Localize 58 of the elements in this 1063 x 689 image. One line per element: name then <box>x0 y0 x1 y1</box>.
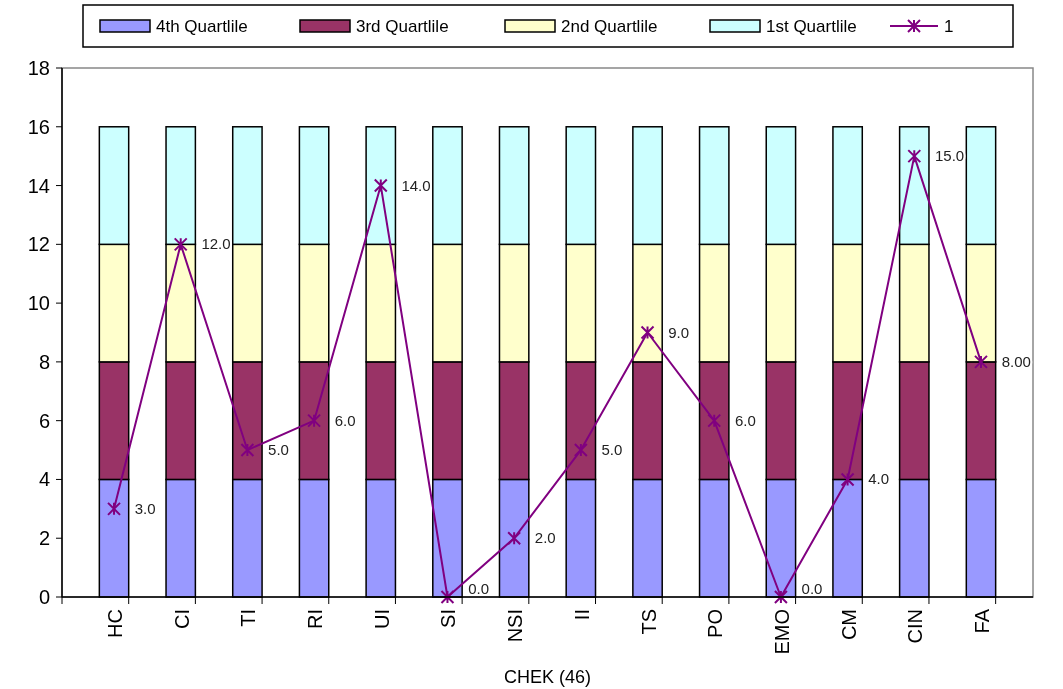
x-tick-label: SI <box>437 609 460 628</box>
data-label: 5.0 <box>268 441 289 459</box>
y-tick-label: 10 <box>27 292 50 315</box>
x-axis-title: CHEK (46) <box>503 667 592 687</box>
y-tick-label: 14 <box>27 174 50 197</box>
data-label: 14.0 <box>401 176 431 194</box>
x-tick-label: CIN <box>904 609 927 644</box>
data-label: 0.0 <box>468 580 489 597</box>
point <box>907 149 922 164</box>
y-tick-label: 8 <box>38 350 50 373</box>
point <box>507 531 522 546</box>
point <box>973 354 988 369</box>
y-tick-label: 4 <box>38 468 50 491</box>
legend-label: 1 <box>944 17 954 36</box>
y-tick-label: 0 <box>38 586 50 608</box>
data-label: 6.0 <box>734 411 756 429</box>
y-tick-label: 18 <box>27 57 50 79</box>
point <box>640 325 655 340</box>
point <box>707 413 722 428</box>
point <box>573 443 588 458</box>
point <box>373 178 388 193</box>
legend-label: 2nd Quartlile <box>561 17 658 36</box>
y-tick-label: 16 <box>27 115 50 138</box>
x-tick-label: HC <box>104 609 127 638</box>
point <box>307 413 322 428</box>
data-label: 12.0 <box>201 235 231 253</box>
data-label: 9.0 <box>668 323 690 341</box>
data-label: 0.0 <box>801 580 823 597</box>
legend-label: 4th Quartlile <box>156 17 248 36</box>
point <box>440 590 455 604</box>
x-tick-label: RI <box>304 609 327 629</box>
y-tick-label: 12 <box>27 233 50 256</box>
x-tick-label: FA <box>970 608 993 634</box>
point <box>840 472 855 487</box>
legend-label: 1st Quartlile <box>766 17 857 36</box>
x-tick-label: TS <box>637 609 660 635</box>
x-tick-label: II <box>570 609 593 621</box>
point <box>773 590 788 604</box>
x-tick-label: TI <box>237 609 260 627</box>
point <box>107 501 122 516</box>
point <box>240 443 255 458</box>
data-label: 8.00 <box>1001 352 1031 370</box>
data-label: 5.0 <box>601 441 623 459</box>
data-label: 4.0 <box>868 470 890 488</box>
data-label: 6.0 <box>334 411 356 429</box>
x-tick-label: PO <box>704 609 727 638</box>
x-tick-label: EMO <box>770 609 793 655</box>
x-tick-label: CM <box>837 609 860 641</box>
data-label: 15.0 <box>934 147 965 165</box>
y-tick-label: 2 <box>38 527 50 550</box>
y-tick-label: 6 <box>38 409 50 432</box>
x-tick-label: UI <box>370 609 393 629</box>
x-tick-label: CI <box>170 609 193 629</box>
x-tick-label: NSI <box>504 609 527 643</box>
point <box>173 237 188 252</box>
data-label: 3.0 <box>134 499 156 517</box>
data-label: 2.0 <box>534 529 556 547</box>
legend-label: 3rd Quartlile <box>356 17 449 36</box>
